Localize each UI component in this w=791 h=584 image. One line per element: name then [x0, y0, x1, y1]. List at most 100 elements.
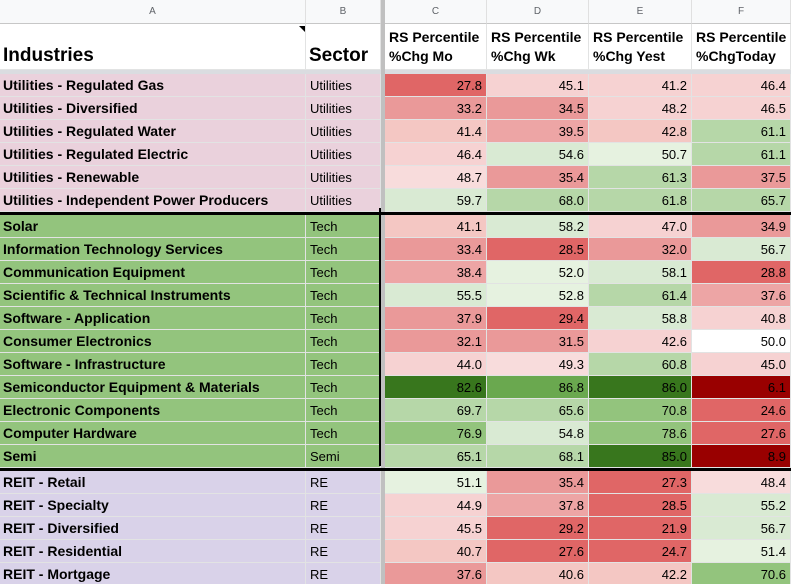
rs-value-cell[interactable]: 68.0 — [487, 189, 589, 212]
rs-value-cell[interactable]: 45.0 — [692, 353, 791, 376]
rs-value-cell[interactable]: 61.1 — [692, 143, 791, 166]
header-rs-chg-yest[interactable]: RS Percentile %Chg Yest — [589, 24, 692, 70]
rs-value-cell[interactable]: 45.1 — [487, 74, 589, 97]
header-rs-chg-mo[interactable]: RS Percentile %Chg Mo — [385, 24, 487, 70]
sector-cell[interactable]: Tech — [306, 399, 381, 422]
rs-value-cell[interactable]: 78.6 — [589, 422, 692, 445]
sector-cell[interactable]: Tech — [306, 376, 381, 399]
rs-value-cell[interactable]: 39.5 — [487, 120, 589, 143]
industry-cell[interactable]: Utilities - Regulated Water — [0, 120, 306, 143]
rs-value-cell[interactable]: 40.6 — [487, 563, 589, 584]
rs-value-cell[interactable]: 41.2 — [589, 74, 692, 97]
rs-value-cell[interactable]: 52.0 — [487, 261, 589, 284]
rs-value-cell[interactable]: 47.0 — [589, 215, 692, 238]
rs-value-cell[interactable]: 52.8 — [487, 284, 589, 307]
rs-value-cell[interactable]: 41.1 — [385, 215, 487, 238]
rs-value-cell[interactable]: 60.8 — [589, 353, 692, 376]
industry-cell[interactable]: Utilities - Regulated Gas — [0, 74, 306, 97]
industry-cell[interactable]: Semiconductor Equipment & Materials — [0, 376, 306, 399]
sector-cell[interactable]: Tech — [306, 261, 381, 284]
rs-value-cell[interactable]: 44.9 — [385, 494, 487, 517]
rs-value-cell[interactable]: 70.6 — [692, 563, 791, 584]
rs-value-cell[interactable]: 46.4 — [385, 143, 487, 166]
rs-value-cell[interactable]: 82.6 — [385, 376, 487, 399]
sector-cell[interactable]: Tech — [306, 330, 381, 353]
industry-cell[interactable]: REIT - Mortgage — [0, 563, 306, 584]
rs-value-cell[interactable]: 42.6 — [589, 330, 692, 353]
industry-cell[interactable]: Utilities - Regulated Electric — [0, 143, 306, 166]
rs-value-cell[interactable]: 29.4 — [487, 307, 589, 330]
rs-value-cell[interactable]: 51.4 — [692, 540, 791, 563]
rs-value-cell[interactable]: 41.4 — [385, 120, 487, 143]
rs-value-cell[interactable]: 27.6 — [487, 540, 589, 563]
rs-value-cell[interactable]: 55.2 — [692, 494, 791, 517]
rs-value-cell[interactable]: 56.7 — [692, 238, 791, 261]
column-header-f[interactable]: F — [692, 0, 791, 24]
frozen-column-divider[interactable] — [381, 0, 385, 584]
rs-value-cell[interactable]: 42.2 — [589, 563, 692, 584]
frozen-row-divider[interactable] — [0, 70, 791, 74]
sector-cell[interactable]: Utilities — [306, 166, 381, 189]
rs-value-cell[interactable]: 35.4 — [487, 166, 589, 189]
rs-value-cell[interactable]: 69.7 — [385, 399, 487, 422]
rs-value-cell[interactable]: 37.8 — [487, 494, 589, 517]
sector-cell[interactable]: Utilities — [306, 120, 381, 143]
industry-cell[interactable]: Consumer Electronics — [0, 330, 306, 353]
sector-cell[interactable]: Tech — [306, 238, 381, 261]
rs-value-cell[interactable]: 61.4 — [589, 284, 692, 307]
rs-value-cell[interactable]: 37.6 — [692, 284, 791, 307]
rs-value-cell[interactable]: 32.0 — [589, 238, 692, 261]
industry-cell[interactable]: Computer Hardware — [0, 422, 306, 445]
industry-cell[interactable]: Software - Application — [0, 307, 306, 330]
column-header-a[interactable]: A — [0, 0, 306, 24]
rs-value-cell[interactable]: 54.8 — [487, 422, 589, 445]
rs-value-cell[interactable]: 37.9 — [385, 307, 487, 330]
rs-value-cell[interactable]: 76.9 — [385, 422, 487, 445]
rs-value-cell[interactable]: 59.7 — [385, 189, 487, 212]
rs-value-cell[interactable]: 56.7 — [692, 517, 791, 540]
column-header-d[interactable]: D — [487, 0, 589, 24]
sector-cell[interactable]: Utilities — [306, 97, 381, 120]
rs-value-cell[interactable]: 48.4 — [692, 471, 791, 494]
header-rs-chg-today[interactable]: RS Percentile %ChgToday — [692, 24, 791, 70]
rs-value-cell[interactable]: 54.6 — [487, 143, 589, 166]
rs-value-cell[interactable]: 51.1 — [385, 471, 487, 494]
rs-value-cell[interactable]: 70.8 — [589, 399, 692, 422]
sector-cell[interactable]: Semi — [306, 445, 381, 468]
column-header-c[interactable]: C — [385, 0, 487, 24]
rs-value-cell[interactable]: 6.1 — [692, 376, 791, 399]
rs-value-cell[interactable]: 58.8 — [589, 307, 692, 330]
rs-value-cell[interactable]: 49.3 — [487, 353, 589, 376]
rs-value-cell[interactable]: 48.7 — [385, 166, 487, 189]
industry-cell[interactable]: REIT - Residential — [0, 540, 306, 563]
rs-value-cell[interactable]: 61.1 — [692, 120, 791, 143]
rs-value-cell[interactable]: 85.0 — [589, 445, 692, 468]
rs-value-cell[interactable]: 61.8 — [589, 189, 692, 212]
rs-value-cell[interactable]: 34.5 — [487, 97, 589, 120]
sector-cell[interactable]: Tech — [306, 422, 381, 445]
rs-value-cell[interactable]: 40.7 — [385, 540, 487, 563]
rs-value-cell[interactable]: 40.8 — [692, 307, 791, 330]
rs-value-cell[interactable]: 27.8 — [385, 74, 487, 97]
header-industries[interactable]: Industries — [0, 24, 306, 70]
rs-value-cell[interactable]: 27.3 — [589, 471, 692, 494]
rs-value-cell[interactable]: 24.7 — [589, 540, 692, 563]
rs-value-cell[interactable]: 8.9 — [692, 445, 791, 468]
rs-value-cell[interactable]: 45.5 — [385, 517, 487, 540]
rs-value-cell[interactable]: 61.3 — [589, 166, 692, 189]
rs-value-cell[interactable]: 38.4 — [385, 261, 487, 284]
sector-cell[interactable]: Utilities — [306, 189, 381, 212]
industry-cell[interactable]: Utilities - Diversified — [0, 97, 306, 120]
sector-cell[interactable]: RE — [306, 517, 381, 540]
rs-value-cell[interactable]: 55.5 — [385, 284, 487, 307]
rs-value-cell[interactable]: 86.8 — [487, 376, 589, 399]
column-header-b[interactable]: B — [306, 0, 381, 24]
industry-cell[interactable]: Electronic Components — [0, 399, 306, 422]
sector-cell[interactable]: Tech — [306, 215, 381, 238]
rs-value-cell[interactable]: 21.9 — [589, 517, 692, 540]
industry-cell[interactable]: Utilities - Renewable — [0, 166, 306, 189]
rs-value-cell[interactable]: 50.0 — [692, 330, 791, 353]
rs-value-cell[interactable]: 65.6 — [487, 399, 589, 422]
rs-value-cell[interactable]: 58.1 — [589, 261, 692, 284]
rs-value-cell[interactable]: 31.5 — [487, 330, 589, 353]
